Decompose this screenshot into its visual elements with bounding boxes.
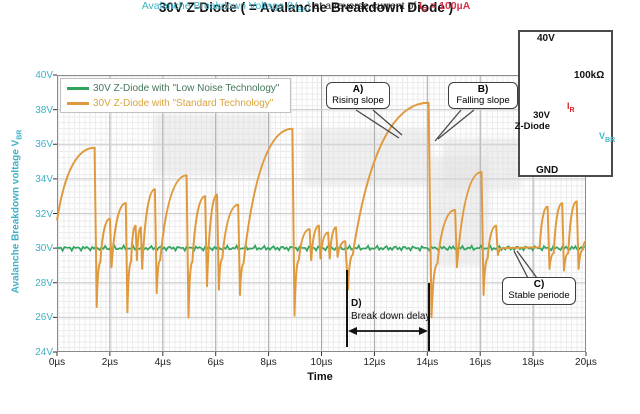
annotation-falling-slope: B) Falling slope bbox=[448, 82, 518, 109]
x-tick-label: 14µs bbox=[416, 357, 439, 368]
circuit-inset bbox=[518, 30, 613, 177]
legend-line-swatch-orange bbox=[67, 102, 89, 105]
y-tick-label: 38V bbox=[35, 104, 53, 116]
x-tick-label: 18µs bbox=[522, 357, 545, 368]
y-tick-label: 26V bbox=[35, 312, 53, 324]
y-tick-label: 28V bbox=[35, 277, 53, 289]
annotation-breakdown-delay-head: D) bbox=[351, 298, 362, 309]
annotation-stable-period: C) Stable periode bbox=[502, 277, 576, 305]
annotation-b-body: Falling slope bbox=[456, 95, 510, 106]
annotation-breakdown-delay-label: Break down delay bbox=[351, 311, 431, 322]
legend-item-low-noise: 30V Z-Diode with "Low Noise Technology" bbox=[65, 81, 290, 96]
legend: 30V Z-Diode with "Low Noise Technology" … bbox=[60, 78, 291, 113]
x-tick-label: 8µs bbox=[260, 357, 277, 368]
x-tick-label: 12µs bbox=[363, 357, 386, 368]
subtitle-mid-text: at a reverse current of bbox=[310, 0, 420, 12]
subtitle-vbr-sub: BR bbox=[297, 7, 308, 15]
x-tick-label: 20µs bbox=[575, 357, 597, 368]
y-tick-label: 34V bbox=[35, 173, 53, 185]
subtitle-vbr-text: Avalanche Breakdown Voltage (V bbox=[141, 0, 298, 12]
x-axis-title: Time bbox=[307, 371, 333, 383]
watermark bbox=[303, 128, 431, 186]
subtitle-current-close: = 100µA bbox=[427, 0, 471, 12]
legend-label: 30V Z-Diode with "Low Noise Technology" bbox=[93, 83, 280, 94]
plot-area bbox=[57, 75, 586, 352]
chart-title: 30V Z-Diode ( = Avalanche Breakdown Diod… bbox=[158, 0, 454, 15]
legend-label: 30V Z-Diode with "Standard Technology" bbox=[93, 98, 274, 109]
annotation-c-head: C) bbox=[533, 279, 545, 290]
zdiode-label: 30V Z-Diode bbox=[514, 110, 550, 132]
annotation-c-body: Stable periode bbox=[508, 290, 570, 301]
ground-label: GND bbox=[536, 165, 559, 176]
subtitle-current-text: I bbox=[419, 0, 423, 12]
subtitle-current-sub: R bbox=[422, 7, 428, 15]
x-tick-label: 2µs bbox=[101, 357, 119, 368]
chart-subtitle: Avalanche Breakdown Voltage (VBR) at a r… bbox=[0, 0, 612, 14]
annotation-a-body: Rising slope bbox=[332, 95, 384, 106]
y-tick-label: 24V bbox=[35, 347, 53, 358]
legend-item-standard: 30V Z-Diode with "Standard Technology" bbox=[65, 96, 290, 111]
y-tick-label: 40V bbox=[35, 70, 53, 81]
annotation-rising-slope: A) Rising slope bbox=[326, 82, 390, 109]
y-tick-label: 36V bbox=[35, 139, 53, 151]
supply-voltage-label: 40V bbox=[537, 33, 555, 44]
x-tick-label: 16µs bbox=[469, 357, 492, 368]
resistor-value-label: 100kΩ bbox=[574, 70, 605, 81]
subtitle-vbr-close: ) bbox=[307, 0, 311, 12]
annotation-a-head: A) bbox=[352, 84, 364, 95]
legend-line-swatch-green bbox=[67, 87, 89, 90]
x-tick-label: 6µs bbox=[207, 357, 224, 368]
vbr-label: VBR bbox=[599, 131, 616, 144]
reverse-current-label: IR bbox=[567, 101, 575, 114]
watermark bbox=[153, 114, 271, 176]
x-tick-label: 0µs bbox=[48, 357, 66, 368]
watermark bbox=[430, 156, 490, 266]
x-tick-label: 4µs bbox=[154, 357, 171, 368]
y-tick-label: 30V bbox=[35, 243, 53, 255]
y-tick-label: 32V bbox=[35, 208, 53, 220]
x-tick-label: 10µs bbox=[310, 357, 333, 368]
annotation-b-head: B) bbox=[477, 84, 489, 95]
